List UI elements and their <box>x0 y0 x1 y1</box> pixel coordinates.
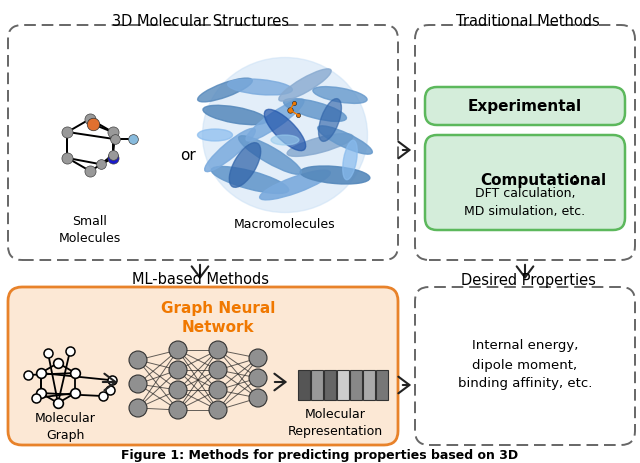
Circle shape <box>169 401 187 419</box>
FancyBboxPatch shape <box>337 370 349 400</box>
Text: Molecular
Representation: Molecular Representation <box>287 408 383 438</box>
Text: Computational: Computational <box>480 173 606 188</box>
Ellipse shape <box>239 136 301 174</box>
FancyBboxPatch shape <box>376 370 388 400</box>
Text: 3D Molecular Structures: 3D Molecular Structures <box>111 14 289 30</box>
Ellipse shape <box>313 87 367 103</box>
FancyBboxPatch shape <box>8 287 398 445</box>
Ellipse shape <box>229 143 260 188</box>
Circle shape <box>249 389 267 407</box>
FancyBboxPatch shape <box>311 370 323 400</box>
Circle shape <box>209 361 227 379</box>
Ellipse shape <box>271 135 299 145</box>
Text: Experimental: Experimental <box>468 99 582 113</box>
Text: Desired Properties: Desired Properties <box>461 273 595 288</box>
FancyBboxPatch shape <box>298 370 310 400</box>
FancyBboxPatch shape <box>425 87 625 125</box>
Text: DFT calculation,
MD simulation, etc.: DFT calculation, MD simulation, etc. <box>465 187 586 218</box>
Ellipse shape <box>264 109 306 150</box>
Ellipse shape <box>342 140 357 180</box>
Ellipse shape <box>246 99 304 141</box>
Circle shape <box>209 341 227 359</box>
Circle shape <box>209 381 227 399</box>
Ellipse shape <box>198 129 232 141</box>
Circle shape <box>129 375 147 393</box>
Circle shape <box>169 381 187 399</box>
Text: Graph Neural
Network: Graph Neural Network <box>161 301 275 335</box>
Ellipse shape <box>260 170 330 200</box>
Ellipse shape <box>284 99 346 121</box>
Text: Small
Molecules: Small Molecules <box>59 215 121 245</box>
Text: Molecular
Graph: Molecular Graph <box>35 413 95 442</box>
Ellipse shape <box>279 69 332 101</box>
Circle shape <box>129 399 147 417</box>
Ellipse shape <box>317 126 372 154</box>
FancyBboxPatch shape <box>363 370 375 400</box>
Ellipse shape <box>228 79 292 95</box>
Ellipse shape <box>319 99 341 141</box>
FancyBboxPatch shape <box>425 135 625 230</box>
Text: :: : <box>571 173 577 188</box>
Circle shape <box>129 351 147 369</box>
FancyBboxPatch shape <box>350 370 362 400</box>
Circle shape <box>209 401 227 419</box>
Ellipse shape <box>300 166 370 184</box>
Text: or: or <box>180 148 196 163</box>
Text: Figure 1: Methods for predicting properties based on 3D: Figure 1: Methods for predicting propert… <box>122 449 518 462</box>
Text: Internal energy,
dipole moment,
binding affinity, etc.: Internal energy, dipole moment, binding … <box>458 339 592 390</box>
Ellipse shape <box>205 128 255 172</box>
Circle shape <box>249 349 267 367</box>
Ellipse shape <box>287 134 353 156</box>
Ellipse shape <box>211 167 289 194</box>
Circle shape <box>169 341 187 359</box>
Text: Macromolecules: Macromolecules <box>234 218 336 231</box>
Ellipse shape <box>202 57 367 213</box>
Ellipse shape <box>203 105 267 125</box>
Ellipse shape <box>198 78 252 102</box>
Text: Traditional Methods: Traditional Methods <box>456 14 600 30</box>
Circle shape <box>249 369 267 387</box>
Text: ML-based Methods: ML-based Methods <box>131 273 269 288</box>
FancyBboxPatch shape <box>324 370 336 400</box>
Circle shape <box>169 361 187 379</box>
